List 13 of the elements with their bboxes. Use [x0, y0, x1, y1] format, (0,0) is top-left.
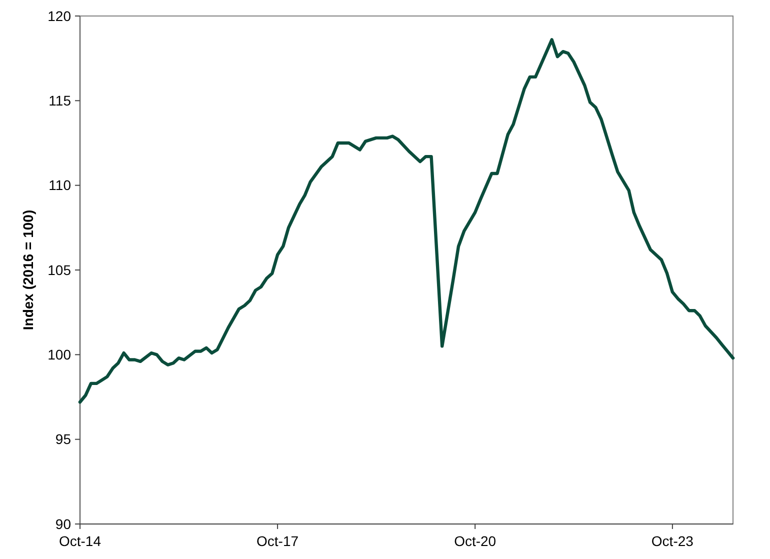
x-tick-label: Oct-20: [454, 533, 496, 549]
x-tick-label: Oct-23: [651, 533, 694, 549]
y-tick-label: 110: [48, 177, 72, 194]
y-tick-label: 115: [48, 92, 72, 109]
y-tick-label: 95: [55, 431, 72, 448]
x-tick-label: Oct-17: [256, 533, 299, 549]
line-series: [78, 38, 735, 404]
y-tick-label: 120: [48, 8, 72, 24]
y-tick-label: 100: [48, 346, 72, 363]
y-tick-label: 105: [48, 262, 72, 278]
y-axis-title: Index (2016 = 100): [20, 210, 36, 330]
x-tick-label: Oct-14: [58, 533, 102, 549]
y-tick-label: 90: [55, 516, 72, 532]
